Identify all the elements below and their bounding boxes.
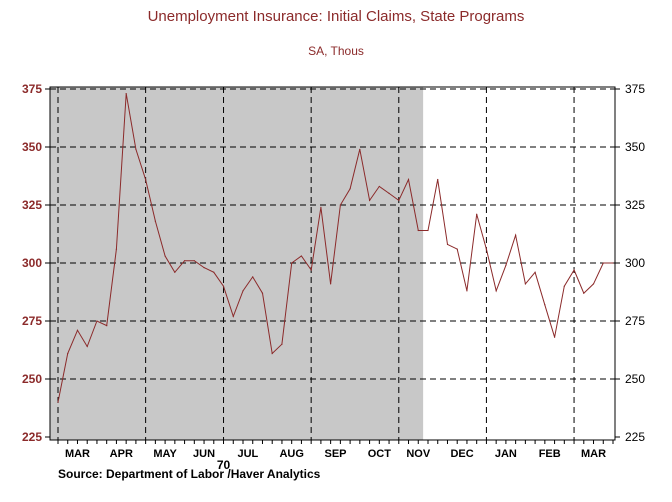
month-label-7: OCT <box>368 448 392 460</box>
data-point-54 <box>583 292 585 294</box>
data-point-22 <box>271 352 273 355</box>
data-point-0 <box>57 401 59 403</box>
ytick-label-right-250: 250 <box>625 372 645 386</box>
month-label-2: MAY <box>153 448 177 460</box>
data-point-26 <box>310 269 312 271</box>
data-point-52 <box>563 285 565 287</box>
series-line-0 <box>57 93 613 403</box>
ytick-label-left-325: 325 <box>22 198 42 212</box>
data-point-49 <box>534 271 536 273</box>
data-point-30 <box>349 188 351 190</box>
data-point-14 <box>193 260 195 262</box>
data-point-2 <box>76 329 79 331</box>
data-point-48 <box>524 283 526 285</box>
data-point-31 <box>359 148 361 150</box>
data-point-32 <box>368 199 371 201</box>
data-point-20 <box>252 276 254 278</box>
data-point-1 <box>67 352 69 355</box>
data-point-9 <box>145 178 147 181</box>
data-point-47 <box>515 234 517 236</box>
ytick-label-left-250: 250 <box>22 372 42 386</box>
data-point-44 <box>485 248 488 250</box>
month-label-3: JUN <box>193 448 215 460</box>
ytick-label-right-350: 350 <box>625 140 645 154</box>
data-point-12 <box>174 271 176 273</box>
data-point-50 <box>544 304 546 306</box>
data-point-24 <box>291 262 293 264</box>
data-point-17 <box>222 285 225 287</box>
data-point-3 <box>86 345 88 348</box>
data-point-28 <box>330 283 332 285</box>
data-point-56 <box>602 262 604 264</box>
ytick-label-right-325: 325 <box>625 198 645 212</box>
data-point-38 <box>427 229 429 232</box>
data-point-34 <box>388 192 390 194</box>
data-point-46 <box>505 264 507 266</box>
ytick-label-right-375: 375 <box>625 82 645 96</box>
year-label: 70 <box>217 458 231 472</box>
ytick-label-right-225: 225 <box>625 430 645 444</box>
month-label-10: JAN <box>495 448 517 460</box>
month-label-11: FEB <box>539 448 561 460</box>
data-point-10 <box>154 220 156 222</box>
data-point-29 <box>339 204 341 206</box>
ytick-label-left-225: 225 <box>22 430 42 444</box>
ytick-label-right-275: 275 <box>625 314 645 328</box>
ytick-label-left-275: 275 <box>22 314 42 328</box>
data-point-42 <box>466 290 468 292</box>
source-note: Source: Department of Labor /Haver Analy… <box>58 467 321 481</box>
data-point-27 <box>320 206 322 208</box>
chart-title: Unemployment Insurance: Initial Claims, … <box>147 8 525 25</box>
chart-subtitle: SA, Thous <box>308 44 364 58</box>
data-point-16 <box>213 271 215 273</box>
data-point-5 <box>106 325 108 327</box>
data-point-19 <box>242 290 244 292</box>
month-label-12: MAR <box>581 448 606 460</box>
data-point-23 <box>281 343 283 345</box>
month-label-8: NOV <box>406 448 431 460</box>
ytick-label-left-300: 300 <box>22 256 42 270</box>
ytick-label-right-300: 300 <box>625 256 645 270</box>
ytick-label-left-375: 375 <box>22 82 42 96</box>
data-point-43 <box>476 213 478 215</box>
month-label-9: DEC <box>450 448 473 460</box>
ytick-label-left-350: 350 <box>22 140 42 154</box>
data-point-51 <box>553 336 556 338</box>
data-point-36 <box>407 178 410 181</box>
data-point-53 <box>573 269 575 271</box>
data-point-18 <box>232 315 234 317</box>
month-label-4: JUL <box>237 448 258 460</box>
data-point-6 <box>115 248 118 250</box>
data-point-33 <box>378 185 380 188</box>
data-point-8 <box>135 148 137 150</box>
month-label-1: APR <box>110 448 133 460</box>
data-point-13 <box>183 260 186 262</box>
data-point-45 <box>495 290 497 292</box>
data-point-11 <box>164 255 166 257</box>
data-point-39 <box>437 178 439 181</box>
month-label-6: SEP <box>324 448 346 460</box>
data-point-57 <box>612 262 614 264</box>
data-point-15 <box>203 267 205 269</box>
data-point-25 <box>300 255 303 257</box>
data-point-21 <box>261 292 264 294</box>
month-label-5: AUG <box>279 448 303 460</box>
data-point-7 <box>125 93 127 95</box>
data-point-37 <box>417 229 419 232</box>
data-point-4 <box>96 320 98 322</box>
month-label-0: MAR <box>65 448 90 460</box>
data-point-41 <box>456 248 458 250</box>
data-point-35 <box>398 199 400 201</box>
data-point-40 <box>446 243 449 246</box>
data-point-55 <box>592 283 595 285</box>
